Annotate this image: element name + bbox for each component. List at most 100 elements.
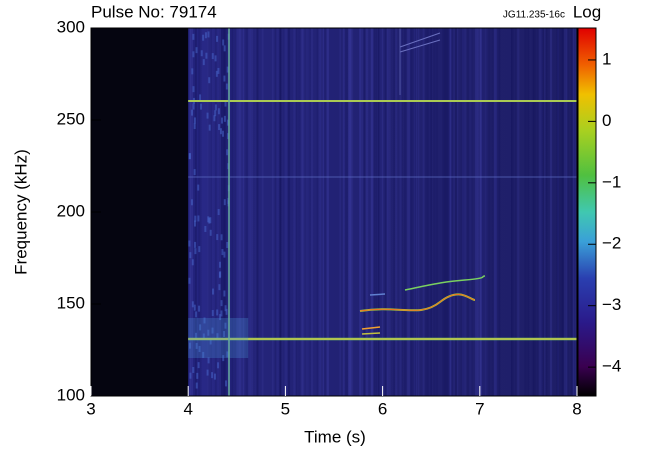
texture bbox=[557, 28, 559, 396]
texture bbox=[237, 28, 241, 396]
texture bbox=[345, 28, 348, 396]
texture bbox=[491, 28, 494, 396]
texture bbox=[199, 28, 202, 396]
texture bbox=[198, 345, 201, 352]
texture bbox=[494, 28, 498, 396]
texture bbox=[198, 305, 201, 312]
texture bbox=[222, 39, 225, 46]
texture bbox=[195, 28, 197, 396]
texture bbox=[200, 103, 203, 110]
texture bbox=[240, 28, 243, 396]
texture bbox=[226, 66, 229, 73]
texture bbox=[300, 28, 304, 396]
texture bbox=[204, 32, 207, 39]
texture bbox=[188, 277, 191, 284]
texture bbox=[540, 28, 543, 396]
texture bbox=[221, 28, 224, 396]
texture bbox=[197, 28, 200, 396]
texture bbox=[488, 28, 491, 396]
texture bbox=[223, 290, 226, 297]
texture bbox=[222, 28, 225, 396]
texture bbox=[223, 115, 226, 122]
texture bbox=[224, 305, 227, 312]
texture bbox=[377, 28, 380, 396]
texture bbox=[367, 28, 370, 396]
colorbar-tick-label: −1 bbox=[602, 172, 621, 191]
texture bbox=[241, 28, 243, 396]
texture bbox=[407, 28, 410, 396]
texture bbox=[211, 53, 214, 60]
colorbar-label: Log bbox=[573, 2, 601, 21]
texture bbox=[191, 28, 194, 396]
texture bbox=[211, 310, 214, 317]
texture bbox=[234, 28, 238, 396]
texture bbox=[202, 351, 205, 358]
texture bbox=[214, 28, 217, 396]
x-tick-label: 5 bbox=[281, 399, 290, 418]
texture bbox=[195, 311, 198, 318]
texture bbox=[478, 28, 482, 396]
texture bbox=[221, 117, 224, 124]
texture bbox=[192, 366, 195, 373]
texture bbox=[276, 28, 279, 396]
texture bbox=[207, 216, 210, 223]
texture bbox=[193, 304, 196, 311]
texture bbox=[324, 28, 327, 396]
texture bbox=[359, 28, 361, 396]
texture bbox=[213, 115, 216, 122]
texture bbox=[574, 28, 578, 396]
texture bbox=[218, 284, 221, 291]
texture bbox=[210, 28, 212, 396]
texture bbox=[222, 355, 225, 362]
texture bbox=[386, 28, 389, 396]
colorbar-tick-label: 1 bbox=[602, 49, 611, 68]
texture bbox=[444, 28, 448, 396]
texture bbox=[348, 28, 351, 396]
texture bbox=[226, 241, 229, 248]
texture bbox=[217, 67, 220, 74]
texture bbox=[449, 28, 452, 396]
texture bbox=[301, 28, 305, 396]
texture bbox=[544, 28, 546, 396]
texture bbox=[370, 28, 372, 396]
texture bbox=[208, 77, 211, 84]
texture bbox=[466, 28, 470, 396]
texture bbox=[202, 59, 205, 66]
mode bbox=[399, 32, 441, 48]
texture bbox=[192, 33, 195, 40]
texture bbox=[223, 75, 226, 82]
texture bbox=[283, 28, 285, 396]
texture bbox=[196, 372, 199, 379]
texture bbox=[188, 240, 191, 247]
texture bbox=[189, 28, 191, 396]
texture bbox=[461, 28, 464, 396]
texture bbox=[194, 248, 197, 255]
texture bbox=[308, 28, 310, 396]
texture bbox=[195, 342, 198, 349]
texture bbox=[511, 28, 513, 396]
texture bbox=[203, 317, 206, 324]
texture bbox=[370, 28, 374, 396]
texture bbox=[214, 104, 217, 111]
texture bbox=[409, 28, 412, 396]
texture bbox=[452, 28, 455, 396]
texture bbox=[495, 28, 498, 396]
texture bbox=[481, 28, 485, 396]
texture bbox=[285, 28, 288, 396]
colorbar-tick-label: 0 bbox=[602, 111, 611, 130]
texture bbox=[453, 28, 456, 396]
texture bbox=[326, 28, 329, 396]
texture bbox=[197, 215, 200, 222]
texture bbox=[525, 28, 529, 396]
texture bbox=[447, 28, 450, 396]
texture bbox=[450, 28, 452, 396]
texture bbox=[224, 100, 227, 107]
texture bbox=[199, 324, 202, 331]
texture bbox=[486, 28, 489, 396]
texture bbox=[393, 28, 395, 396]
mode bbox=[399, 39, 441, 53]
texture bbox=[211, 372, 214, 379]
texture bbox=[218, 272, 221, 279]
texture bbox=[190, 199, 193, 206]
texture bbox=[524, 28, 526, 396]
